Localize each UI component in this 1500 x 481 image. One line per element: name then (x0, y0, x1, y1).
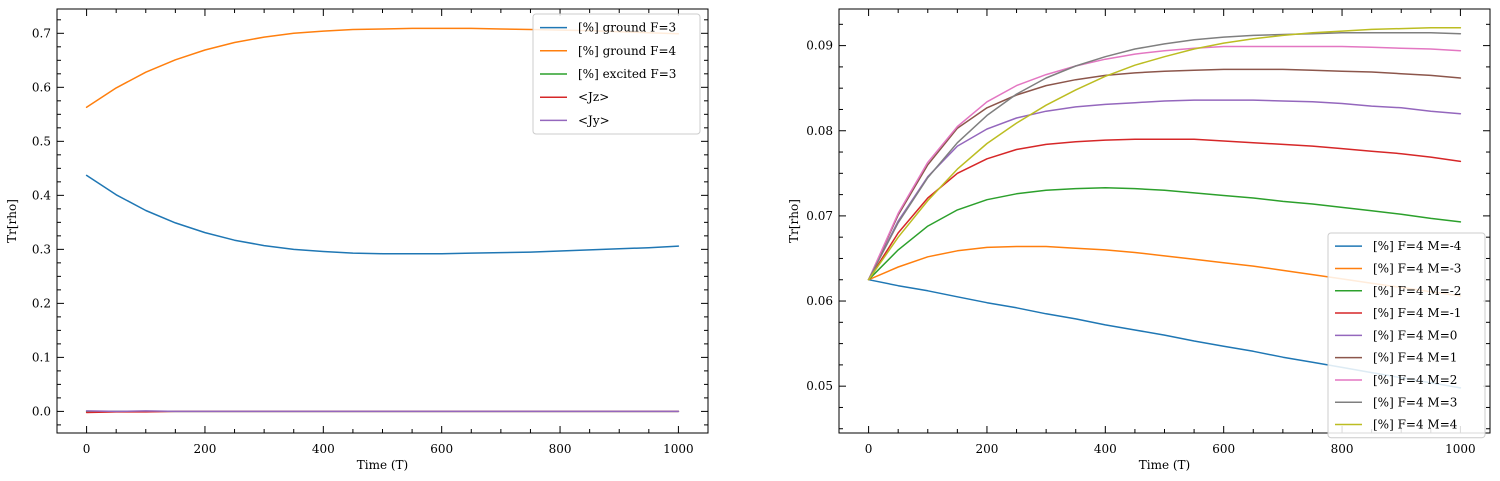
right-chart-x-tick-label: 600 (1212, 442, 1235, 456)
right-chart-x-tick-label: 800 (1331, 442, 1354, 456)
right-chart-legend-label: [%] F=4 M=3 (1373, 395, 1457, 409)
left-chart-y-tick-label: 0.6 (32, 80, 51, 94)
right-chart-series-line-7 (867, 45, 1462, 281)
left-chart-x-tick-label: 200 (194, 442, 217, 456)
left-chart-y-tick-label: 0.1 (32, 350, 51, 364)
right-chart-y-tick-label: 0.05 (806, 379, 833, 393)
right-chart-legend-label: [%] F=4 M=4 (1373, 418, 1458, 432)
right-chart-legend-label: [%] F=4 M=0 (1373, 328, 1457, 342)
left-chart-legend-label: <Jz> (578, 90, 609, 104)
right-chart-series-line-6 (867, 68, 1462, 281)
right-chart-series-line-3 (867, 187, 1462, 281)
left-chart-x-tick-label: 600 (430, 442, 453, 456)
right-chart-x-tick-label: 200 (976, 442, 999, 456)
left-chart-legend-label: <Jy> (578, 113, 610, 127)
left-chart-y-tick-label: 0.7 (32, 26, 51, 40)
left-chart-x-tick-label: 0 (83, 442, 91, 456)
left-chart-series-line-5 (85, 410, 680, 413)
right-chart-x-tick-label: 1000 (1445, 442, 1476, 456)
left-chart-legend-label: [%] ground F=4 (578, 44, 677, 58)
left-chart-legend: [%] ground F=3 [%] ground F=4 [%] excited … (532, 13, 701, 135)
left-chart-legend-label: [%] excited F=3 (578, 67, 676, 81)
left-chart-series-line-1 (85, 174, 680, 255)
right-chart-legend: [%] F=4 M=-4 [%] F=4 M=-3 [%] F=4 M=-2 [%] … (1327, 232, 1486, 439)
left-chart-y-axis-label: Tr[rho] (5, 199, 19, 243)
left-chart-x-tick-label: 800 (549, 442, 572, 456)
right-chart-legend-label: [%] F=4 M=2 (1373, 373, 1457, 387)
left-chart-legend-box (532, 13, 701, 135)
right-chart-legend-label: [%] F=4 M=-3 (1373, 261, 1461, 275)
right-chart-y-tick-label: 0.06 (806, 294, 833, 308)
right-chart-series-line-5 (867, 99, 1462, 281)
right-chart-ticks: 0 200 400 600 800 1000 0.05 0.06 0.07 0.08 0.09 (806, 9, 1491, 456)
left-chart-x-axis-label: Time (T) (357, 458, 409, 472)
left-chart-y-tick-label: 0.0 (32, 404, 51, 418)
right-chart-lines (867, 26, 1462, 389)
right-chart-legend-label: [%] F=4 M=-4 (1373, 239, 1462, 253)
left-chart-y-tick-label: 0.5 (32, 134, 51, 148)
left-chart-y-tick-label: 0.3 (32, 242, 51, 256)
right-chart-y-axis-label: Tr[rho] (787, 199, 801, 243)
right-chart-y-tick-label: 0.09 (806, 39, 833, 53)
right-chart-x-tick-label: 0 (865, 442, 873, 456)
right-chart-series-line-9 (867, 26, 1462, 281)
left-chart-y-tick-label: 0.2 (32, 296, 51, 310)
right-chart-legend-box (1327, 232, 1486, 439)
right-chart-legend-label: [%] F=4 M=-1 (1373, 306, 1461, 320)
right-chart-y-tick-label: 0.08 (806, 124, 833, 138)
left-chart-x-tick-label: 400 (312, 442, 335, 456)
right-chart-x-axis-label: Time (T) (1139, 458, 1191, 472)
left-chart-ticks: 0 200 400 600 800 1000 0.0 0.1 0.2 0.3 0.4 0.5 0.6 0.… (32, 9, 709, 456)
right-chart-y-tick-label: 0.07 (806, 209, 833, 223)
right-chart-legend-label: [%] F=4 M=-2 (1373, 284, 1461, 298)
left-chart-y-tick-label: 0.4 (32, 188, 51, 202)
right-chart-x-tick-label: 400 (1094, 442, 1117, 456)
right-chart: 0 200 400 600 800 1000 0.05 0.06 0.07 0.08 0.09 Ti… (787, 8, 1491, 472)
left-chart-x-tick-label: 1000 (663, 442, 694, 456)
left-chart-legend-label: [%] ground F=3 (578, 21, 676, 35)
right-chart-series-line-4 (867, 138, 1462, 281)
right-chart-series-line-8 (867, 32, 1462, 281)
right-chart-legend-label: [%] F=4 M=1 (1373, 351, 1457, 365)
left-chart: 0 200 400 600 800 1000 0.0 0.1 0.2 0.3 0.4 0.5 0.6 0.… (5, 8, 709, 472)
